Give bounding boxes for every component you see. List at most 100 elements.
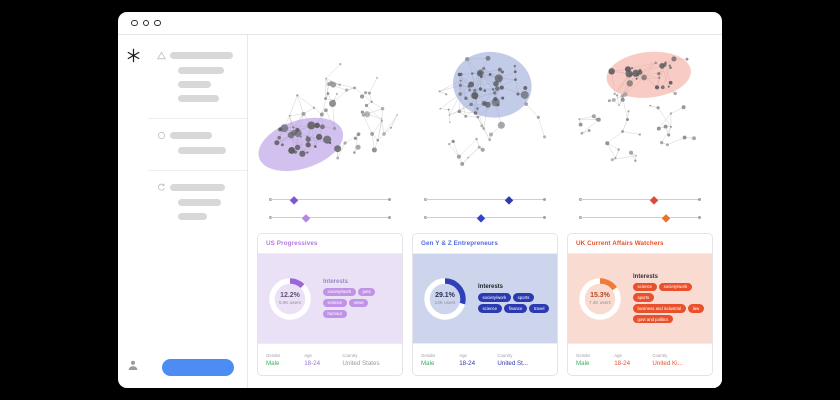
skeleton-bar <box>170 184 225 191</box>
network-graph[interactable] <box>567 43 713 189</box>
conversation-list-panel <box>148 35 248 388</box>
card-title: US Progressives <box>266 240 318 247</box>
interest-tag: science <box>323 298 347 308</box>
segment-column-2: Gen Y & Z Entrepreneurs 29.1% 14K users … <box>412 43 558 376</box>
slider-track[interactable] <box>270 199 390 200</box>
slider-endpoint <box>388 216 391 219</box>
window-maximize-button[interactable] <box>154 19 161 27</box>
slider-track[interactable] <box>425 199 545 200</box>
stat-age: Age 18-24 <box>304 352 321 367</box>
interest-tag: news <box>349 298 369 308</box>
window-content: US Progressives 12.2% 5.9K users Interes… <box>118 35 722 388</box>
audience-slider[interactable] <box>424 212 546 222</box>
segment-card[interactable]: US Progressives 12.2% 5.9K users Interes… <box>257 233 403 376</box>
slider-handle-icon[interactable] <box>662 213 671 222</box>
donut-users: 5.9K users <box>279 300 301 306</box>
audience-slider[interactable] <box>579 212 701 222</box>
card-stats: Gender Male Age 18-24 Country United States <box>258 343 402 375</box>
interests-label: Interests <box>633 273 659 280</box>
stat-age: Age 18-24 <box>614 352 631 367</box>
stat-country: Country United States <box>342 352 380 367</box>
card-title: Gen Y & Z Entrepreneurs <box>421 240 498 247</box>
interest-tags: science society/work sports business and in… <box>633 282 704 324</box>
circle-icon <box>157 131 166 140</box>
segment-column-3: UK Current Affairs Watchers 15.3% 7.4K u… <box>567 43 713 376</box>
interest-tag: science <box>478 304 502 313</box>
skeleton-bar <box>178 147 226 154</box>
slider-endpoint <box>388 198 391 201</box>
user-avatar-icon[interactable] <box>127 358 139 376</box>
card-body: 12.2% 5.9K users Interests society/work p… <box>258 254 402 343</box>
interest-tag: travel <box>529 304 549 313</box>
slider-handle-icon[interactable] <box>650 195 659 204</box>
interest-tag: finance <box>504 304 527 313</box>
alert-triangle-icon <box>157 51 166 60</box>
interest-tag: science <box>633 282 657 291</box>
slider-endpoint <box>543 198 546 201</box>
interest-tag: society/work <box>659 282 692 291</box>
slider-track[interactable] <box>580 199 700 200</box>
stat-gender: Gender Male <box>576 352 591 367</box>
audience-slider[interactable] <box>269 194 391 204</box>
interest-tag: sports <box>633 293 654 302</box>
interest-tag: sports <box>513 293 534 302</box>
card-header: UK Current Affairs Watchers <box>568 234 712 254</box>
skeleton-bar <box>178 213 207 220</box>
donut-chart: 15.3% 7.4K users <box>576 275 624 323</box>
stat-country: Country United Ki... <box>652 352 683 367</box>
segment-card[interactable]: UK Current Affairs Watchers 15.3% 7.4K u… <box>567 233 713 376</box>
segment-column-1: US Progressives 12.2% 5.9K users Interes… <box>257 43 403 376</box>
list-group[interactable] <box>148 39 247 119</box>
primary-action-button[interactable] <box>161 359 234 376</box>
range-sliders <box>424 189 546 227</box>
audience-slider[interactable] <box>424 194 546 204</box>
donut-users: 14K users <box>434 300 456 306</box>
slider-track[interactable] <box>580 217 700 218</box>
window-close-button[interactable] <box>131 19 138 27</box>
interest-tag: society/work <box>323 287 356 297</box>
slider-endpoint <box>698 198 701 201</box>
stat-country: Country United St... <box>497 352 529 367</box>
interest-tag: business and industrial <box>633 304 686 313</box>
slider-handle-icon[interactable] <box>290 195 298 204</box>
interests-label: Interests <box>478 284 504 291</box>
interest-tags: society/work sports science finance travel <box>478 293 549 313</box>
interests-block: Interests science society/work sports busin… <box>633 274 704 324</box>
donut-percentage: 12.2% <box>280 291 300 299</box>
skeleton-bar <box>170 52 233 59</box>
list-group[interactable] <box>148 119 247 171</box>
card-title: UK Current Affairs Watchers <box>576 240 664 247</box>
card-header: US Progressives <box>258 234 402 254</box>
interests-label: Interests <box>323 278 349 285</box>
audience-slider[interactable] <box>269 212 391 222</box>
donut-chart: 29.1% 14K users <box>421 275 469 323</box>
donut-users: 7.4K users <box>589 300 611 306</box>
slider-handle-icon[interactable] <box>505 195 513 204</box>
range-sliders <box>579 189 701 227</box>
skeleton-bar <box>178 199 221 206</box>
segment-card[interactable]: Gen Y & Z Entrepreneurs 29.1% 14K users … <box>412 233 558 376</box>
slider-handle-icon[interactable] <box>477 213 486 222</box>
dashboard-main: US Progressives 12.2% 5.9K users Interes… <box>248 35 722 388</box>
interest-tag: govt and politics <box>633 315 673 324</box>
slider-track[interactable] <box>270 217 390 218</box>
network-graph[interactable] <box>412 43 558 189</box>
skeleton-bar <box>178 95 219 102</box>
card-body: 29.1% 14K users Interests society/work sp… <box>413 254 557 343</box>
interest-tag: pets <box>358 287 376 297</box>
stat-gender: Gender Male <box>266 352 281 367</box>
skeleton-bar <box>170 132 212 139</box>
slider-endpoint <box>698 216 701 219</box>
skeleton-bar <box>178 67 224 74</box>
window-minimize-button[interactable] <box>142 19 149 27</box>
interest-tag: society/work <box>478 293 511 302</box>
slider-handle-icon[interactable] <box>302 213 310 222</box>
list-group[interactable] <box>148 171 247 236</box>
refresh-icon <box>157 183 166 192</box>
range-sliders <box>269 189 391 227</box>
donut-percentage: 15.3% <box>590 291 610 299</box>
interests-block: Interests society/work sports science finan… <box>478 284 549 313</box>
skeleton-bar <box>178 81 211 88</box>
network-graph[interactable] <box>257 43 403 189</box>
audience-slider[interactable] <box>579 194 701 204</box>
